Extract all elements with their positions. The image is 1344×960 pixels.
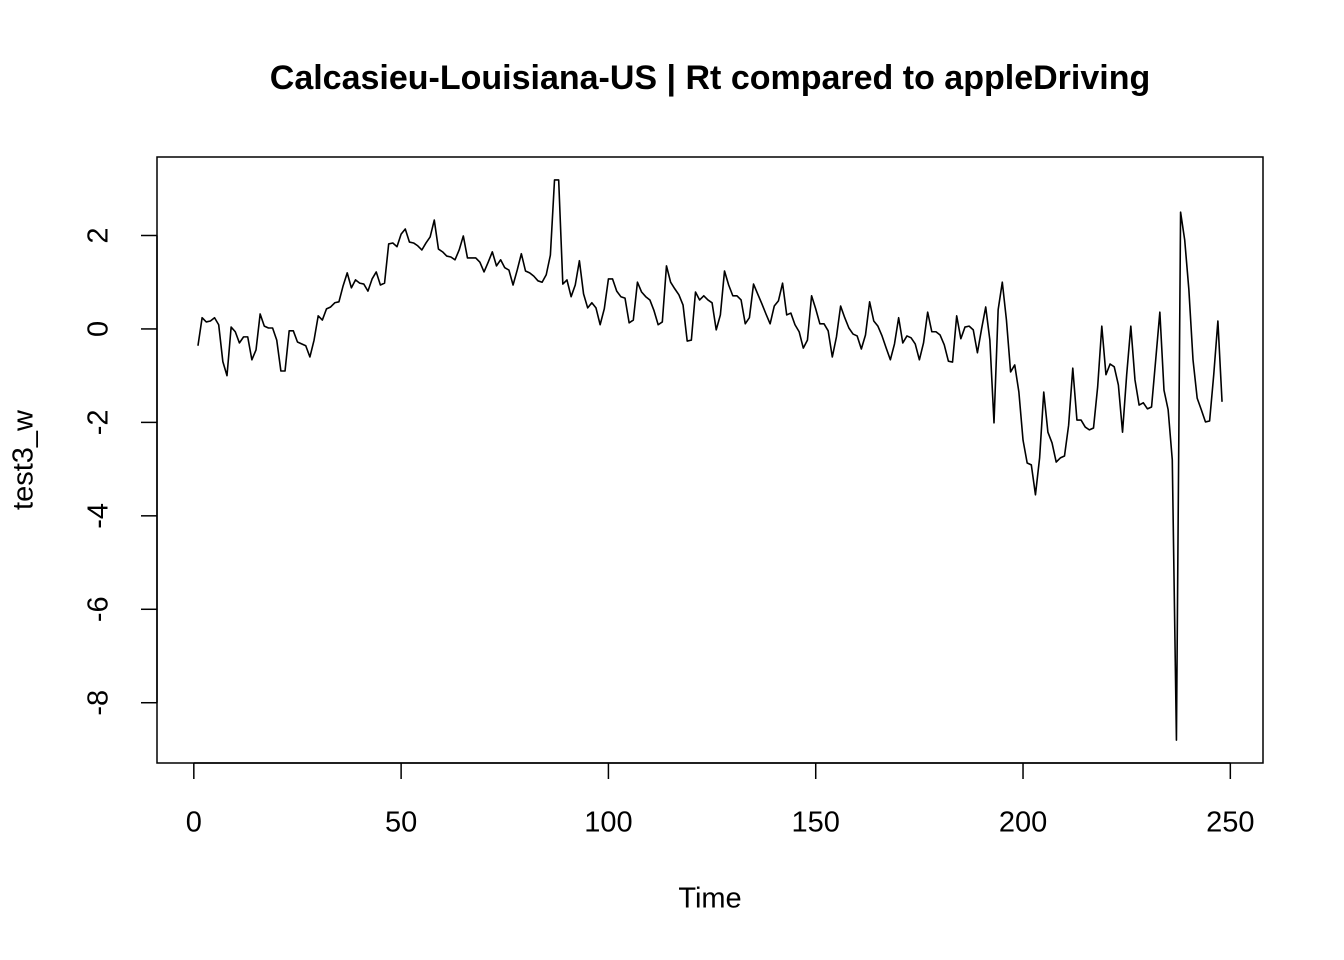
y-tick-label: -2 <box>83 409 115 435</box>
x-tick-label: 100 <box>584 807 632 839</box>
chart-title: Calcasieu-Louisiana-US | Rt compared to … <box>270 59 1150 97</box>
x-tick-label: 50 <box>385 807 417 839</box>
data-line <box>197 179 1223 741</box>
plot-box <box>156 156 1264 764</box>
y-tick-label: -4 <box>83 503 115 529</box>
x-axis-label: Time <box>678 883 741 915</box>
x-tick-label: 0 <box>186 807 202 839</box>
y-tick-label: 0 <box>83 321 115 337</box>
x-tick-label: 200 <box>999 807 1047 839</box>
y-axis-label: test3_w <box>8 409 40 510</box>
y-tick-label: -6 <box>83 596 115 622</box>
x-tick-label: 250 <box>1206 807 1254 839</box>
y-tick-label: -8 <box>83 690 115 716</box>
y-tick-label: 2 <box>83 227 115 243</box>
x-tick-label: 150 <box>792 807 840 839</box>
